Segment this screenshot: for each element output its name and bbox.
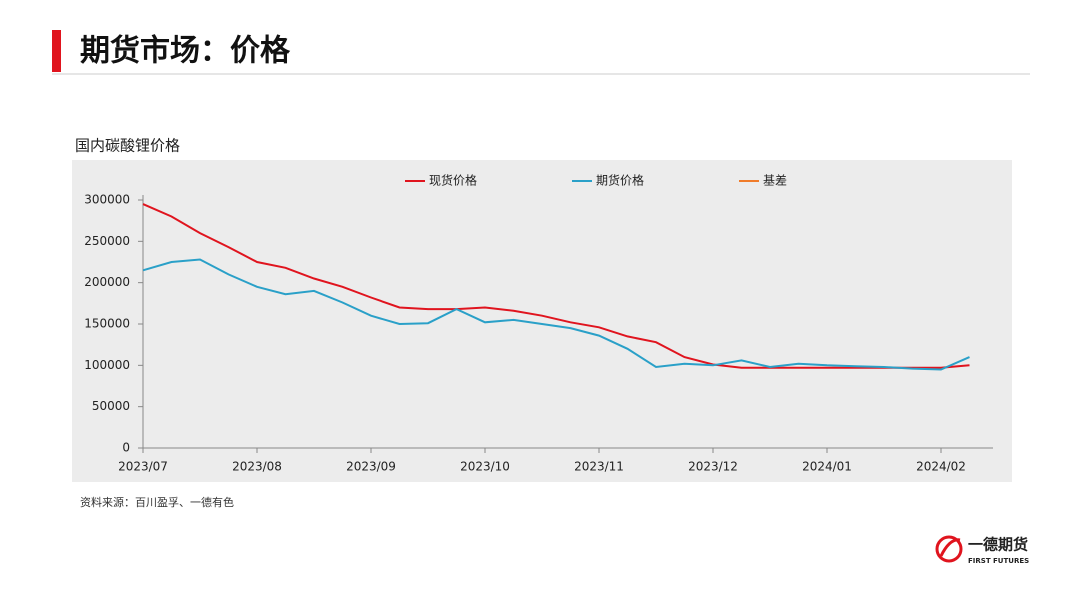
legend-label: 期货价格 <box>596 173 644 188</box>
legend-label: 基差 <box>763 174 787 188</box>
slide-title: 期货市场：价格 <box>80 34 291 69</box>
series-line <box>142 203 970 369</box>
y-tick-label: 300000 <box>84 193 130 207</box>
x-tick-label: 2024/02 <box>916 460 966 474</box>
y-tick-label: 250000 <box>84 234 130 248</box>
source: 资料来源：百川盈孚、一德有色 <box>80 495 234 509</box>
logo-name: 一德期货 <box>968 536 1028 554</box>
x-tick-label: 2023/09 <box>346 460 396 474</box>
y-tick-label: 100000 <box>84 358 130 372</box>
x-tick-label: 2023/12 <box>688 460 738 474</box>
logo: 一德期货 FIRST FUTURES <box>935 535 1029 565</box>
x-tick-label: 2023/10 <box>460 460 510 474</box>
chart: 0 50000 100000 150000 200000 250000 300000 2023… <box>84 173 993 474</box>
legend-label: 现货价格 <box>429 173 477 188</box>
y-tick-label: 50000 <box>92 399 130 413</box>
y-tick-label: 200000 <box>84 275 130 289</box>
logo-subtitle: FIRST FUTURES <box>968 557 1029 565</box>
title-bar <box>52 30 61 72</box>
x-tick-label: 2024/01 <box>802 460 852 474</box>
series-line <box>142 258 970 371</box>
y-tick-label: 150000 <box>84 317 130 331</box>
plot-background <box>72 160 1012 482</box>
x-tick-label: 2023/07 <box>118 460 168 474</box>
x-tick-label: 2023/11 <box>574 460 624 474</box>
chart-title: 国内碳酸锂价格 <box>75 137 180 155</box>
logo-icon <box>935 535 963 563</box>
logo-icon <box>939 538 961 557</box>
x-tick-label: 2023/08 <box>232 460 282 474</box>
y-tick-label: 0 <box>122 441 130 455</box>
